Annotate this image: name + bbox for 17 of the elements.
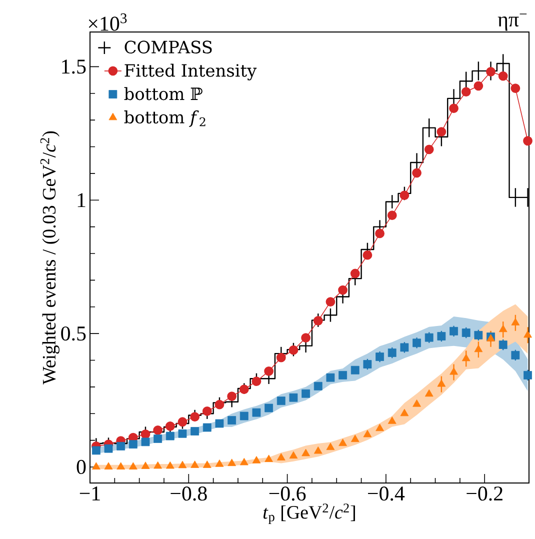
x-tick-label: −0.4 (368, 486, 405, 501)
y-tick-label: 1 (78, 193, 86, 208)
legend-label: Fitted Intensity (124, 64, 257, 80)
x-tick-label: −0.8 (170, 486, 207, 501)
x-tick-label: −1 (80, 486, 100, 500)
y-axis-title: Weighted events / (0.03 GeV$^{2}$/c$^{2}$) (40, 131, 60, 384)
text: ηπ$^{−}$ (498, 14, 527, 31)
legend-label: bottom f$_{2}$ (124, 110, 206, 127)
legend-label: COMPASS (124, 40, 212, 54)
legend-label: bottom ℙ (124, 87, 202, 100)
x-tick-label: −0.6 (269, 486, 306, 501)
x-tick-label: −0.2 (466, 486, 502, 501)
x-axis-title: t$_{p}$ [GeV$^{2}$/c$^{2}$] (263, 504, 355, 524)
text: ×10$^{3}$ (88, 13, 127, 31)
y-tick-label: 0 (76, 460, 86, 474)
y-tick-label: 0.5 (61, 326, 86, 341)
y-tick-label: 1.5 (62, 60, 86, 74)
